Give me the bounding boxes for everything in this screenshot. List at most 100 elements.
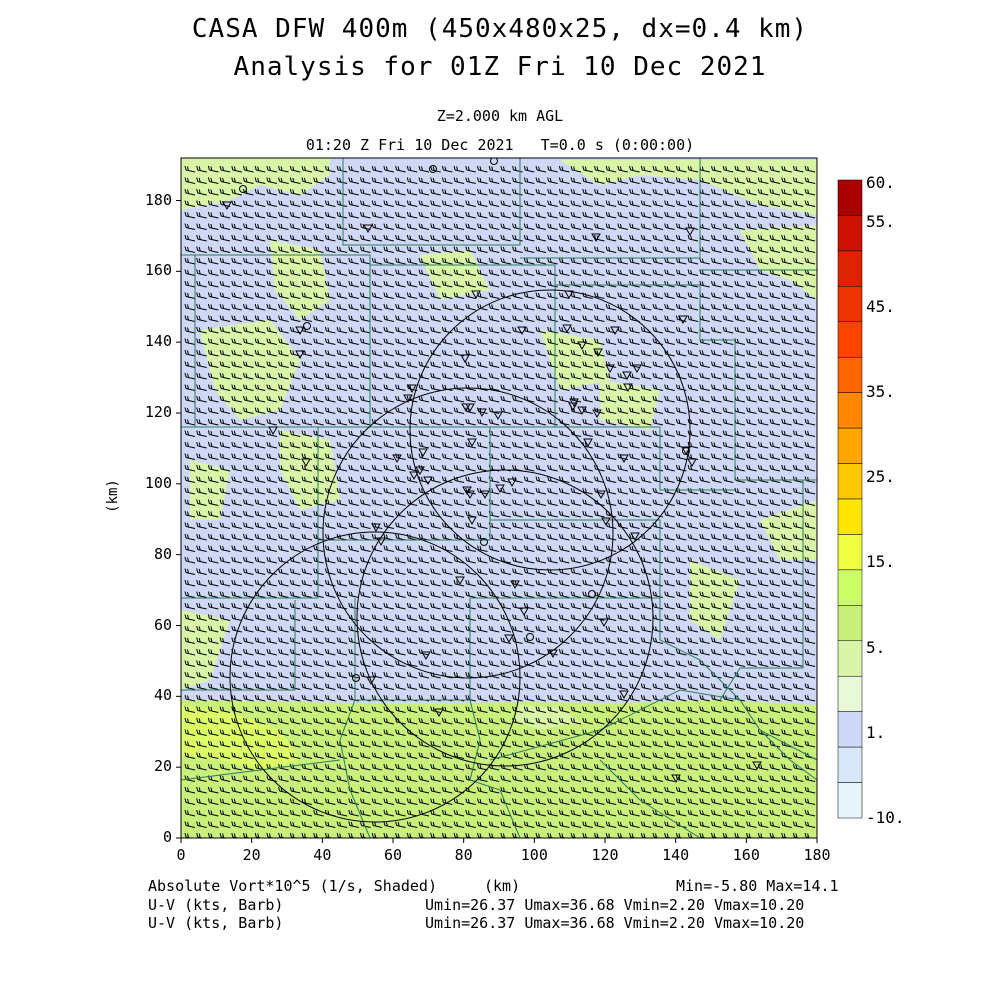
wind-barb xyxy=(523,556,535,564)
wind-barb xyxy=(243,706,254,713)
wind-barb xyxy=(664,717,675,725)
wind-barb xyxy=(792,671,804,679)
wind-barb xyxy=(582,200,593,207)
wind-barb xyxy=(395,407,406,414)
wind-barb xyxy=(289,223,301,230)
wind-barb xyxy=(535,177,547,184)
wind-barb xyxy=(371,372,383,380)
wind-barb xyxy=(792,246,804,253)
wind-barb xyxy=(348,510,359,518)
wind-barb xyxy=(792,533,804,541)
wind-barb xyxy=(383,602,395,610)
wind-barb xyxy=(605,188,617,196)
wind-barb xyxy=(664,775,675,782)
wind-barb xyxy=(395,752,406,759)
wind-barb xyxy=(196,372,207,380)
wind-stats-1: Umin=26.37 Umax=36.68 Vmin=2.20 Vmax=10.… xyxy=(425,896,805,914)
wind-barb xyxy=(711,361,722,368)
wind-barb xyxy=(535,349,547,357)
wind-barb xyxy=(313,591,324,598)
wind-barb xyxy=(278,257,289,265)
wind-barb xyxy=(734,648,746,656)
wind-barb xyxy=(523,706,535,713)
wind-barb xyxy=(488,223,500,230)
wind-barb xyxy=(804,246,816,253)
wind-barb xyxy=(418,280,430,288)
wind-barb xyxy=(535,591,547,598)
wind-barb xyxy=(254,476,266,483)
wind-barb xyxy=(582,717,593,725)
wind-barb xyxy=(558,775,570,782)
wind-barb xyxy=(324,384,336,391)
wind-barb xyxy=(301,234,313,242)
wind-barb xyxy=(406,476,418,483)
wind-barb xyxy=(465,694,476,702)
wind-barb xyxy=(395,476,406,483)
wind-barb xyxy=(640,338,652,345)
wind-barb xyxy=(523,660,535,667)
wind-barb xyxy=(804,165,816,173)
wind-barb xyxy=(219,246,231,253)
wind-barb xyxy=(746,372,757,380)
wind-barb xyxy=(371,292,383,299)
wind-barb xyxy=(406,706,418,713)
wind-barb xyxy=(699,257,710,265)
wind-barb xyxy=(523,648,535,656)
wind-barb xyxy=(243,361,254,368)
wind-barb xyxy=(477,338,488,345)
wind-barb xyxy=(336,740,348,748)
wind-barb xyxy=(395,372,406,380)
wind-barb xyxy=(231,453,242,460)
wind-barb xyxy=(804,200,816,207)
wind-barb xyxy=(418,763,430,771)
wind-barb xyxy=(371,349,383,357)
wind-barb xyxy=(301,706,313,713)
wind-barb xyxy=(570,556,582,564)
wind-barb xyxy=(734,280,746,288)
wind-barb xyxy=(453,200,465,207)
wind-barb xyxy=(640,372,652,380)
wind-barb xyxy=(441,372,453,380)
wind-barb xyxy=(324,234,336,242)
wind-barb xyxy=(757,384,769,391)
wind-barb xyxy=(231,499,242,506)
x-tick-label: 100 xyxy=(520,846,548,864)
wind-barb xyxy=(336,694,348,702)
wind-barb xyxy=(430,372,441,380)
wind-barb xyxy=(324,683,336,690)
wind-barb xyxy=(594,660,605,667)
wind-barb xyxy=(196,315,207,322)
wind-barb xyxy=(535,188,547,196)
wind-barb xyxy=(617,591,629,598)
wind-barb xyxy=(617,338,629,345)
wind-barb xyxy=(535,476,547,483)
wind-barb xyxy=(371,165,383,173)
wind-barb xyxy=(547,545,558,552)
wind-barb xyxy=(465,752,476,759)
wind-barb xyxy=(453,453,465,460)
wind-barb xyxy=(289,522,301,529)
wind-barb xyxy=(207,545,219,552)
wind-barb xyxy=(383,292,395,299)
wind-barb xyxy=(406,269,418,276)
wind-barb xyxy=(196,752,207,759)
wind-barb xyxy=(266,165,278,173)
wind-barb xyxy=(348,763,359,771)
wind-barb xyxy=(231,545,242,552)
wind-barb xyxy=(757,464,769,472)
wind-barb xyxy=(336,510,348,518)
wind-barb xyxy=(500,384,512,391)
wind-barb xyxy=(746,441,757,449)
wind-barb xyxy=(757,660,769,667)
wind-barb xyxy=(219,464,231,472)
wind-barb xyxy=(360,499,371,506)
wind-barb xyxy=(477,269,488,276)
wind-barb xyxy=(535,303,547,311)
wind-barb xyxy=(336,361,348,368)
wind-barb xyxy=(617,257,629,265)
wind-barb xyxy=(348,338,359,345)
wind-barb xyxy=(324,211,336,219)
wind-barb xyxy=(500,188,512,196)
wind-barb xyxy=(207,660,219,667)
wind-barb xyxy=(746,188,757,196)
